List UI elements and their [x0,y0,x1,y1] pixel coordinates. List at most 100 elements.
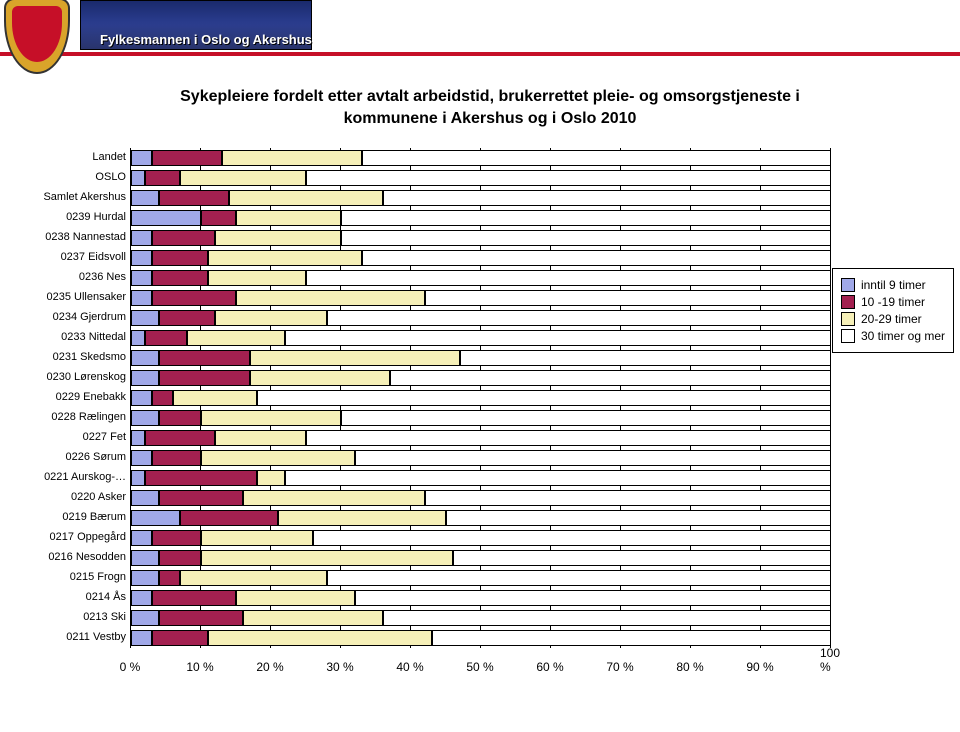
header-divider [0,52,960,56]
category-label: 0230 Lørenskog [47,371,127,383]
category-label: 0227 Fet [83,431,126,443]
chart-area: LandetOSLOSamlet Akershus0239 Hurdal0238… [0,148,840,708]
bar-segment [362,150,831,166]
bar-segment [187,330,285,346]
category-label: Samlet Akershus [43,191,126,203]
bar-segment [425,290,831,306]
bar-segment [131,450,152,466]
bar-segment [131,210,201,226]
bar-row [131,630,831,646]
x-tick-label: 60 % [536,660,563,674]
bar-segment [383,610,831,626]
bar-row [131,510,831,526]
category-label: 0221 Aurskog-… [44,471,126,483]
x-tick-label: 10 % [186,660,213,674]
bar-segment [306,270,831,286]
bar-row [131,490,831,506]
bar-segment [208,630,432,646]
coat-of-arms-icon [4,0,70,74]
bar-segment [152,630,208,646]
bar-row [131,530,831,546]
legend-label: 10 -19 timer [861,295,925,309]
bar-segment [208,250,362,266]
page: Fylkesmannen i Oslo og Akershus Sykeplei… [0,0,960,732]
bar-segment [131,470,145,486]
bar-row [131,410,831,426]
bar-segment [446,510,831,526]
category-label: 0238 Nannestad [45,231,126,243]
category-label: 0214 Ås [86,591,126,603]
bar-row [131,230,831,246]
category-label: 0220 Asker [71,491,126,503]
legend: inntil 9 timer10 -19 timer20-29 timer30 … [832,268,954,353]
x-tick-label: 90 % [746,660,773,674]
bar-segment [327,310,831,326]
bar-segment [131,510,180,526]
bar-row [131,450,831,466]
bar-segment [131,190,159,206]
bar-segment [341,410,831,426]
bar-segment [159,350,250,366]
bar-segment [285,330,831,346]
bar-segment [243,610,383,626]
bar-segment [215,230,341,246]
x-tick-label: 40 % [396,660,423,674]
bar-segment [236,590,355,606]
bar-segment [306,430,831,446]
bar-segment [278,510,446,526]
bar-row [131,170,831,186]
bar-segment [131,410,159,426]
legend-label: 20-29 timer [861,312,922,326]
bar-segment [215,430,306,446]
x-tick-label: 30 % [326,660,353,674]
legend-item: 10 -19 timer [841,295,945,309]
bar-segment [159,310,215,326]
legend-swatch [841,312,855,326]
bar-row [131,250,831,266]
category-label: 0229 Enebakk [56,391,126,403]
category-label: 0235 Ullensaker [47,291,127,303]
bar-segment [152,590,236,606]
bar-segment [131,570,159,586]
legend-item: 30 timer og mer [841,329,945,343]
bar-row [131,350,831,366]
category-label: 0211 Vestby [66,631,126,643]
bar-segment [131,390,152,406]
category-label: Landet [92,151,126,163]
bar-segment [131,550,159,566]
bar-row [131,270,831,286]
x-tick-label: 50 % [466,660,493,674]
plot-area: 0 %10 %20 %30 %40 %50 %60 %70 %80 %90 %1… [130,148,830,674]
bar-segment [180,570,327,586]
bar-segment [159,490,243,506]
bar-segment [152,250,208,266]
bar-segment [285,470,831,486]
category-label: 0217 Oppegård [50,531,126,543]
bar-row [131,150,831,166]
bar-segment [201,410,341,426]
category-label: 0233 Nittedal [61,331,126,343]
bar-row [131,370,831,386]
bar-segment [341,230,831,246]
bar-segment [180,510,278,526]
bar-segment [425,490,831,506]
bar-row [131,430,831,446]
x-tick-label: 100 % [820,646,840,674]
bar-segment [460,350,831,366]
bar-segment [432,630,831,646]
chart-title: Sykepleiere fordelt etter avtalt arbeids… [180,86,800,129]
bar-segment [390,370,831,386]
bar-row [131,310,831,326]
bar-row [131,470,831,486]
x-tick-label: 20 % [256,660,283,674]
bar-segment [229,190,383,206]
bar-row [131,390,831,406]
bar-segment [152,530,201,546]
bar-segment [131,350,159,366]
bar-segment [236,210,341,226]
x-tick-label: 80 % [676,660,703,674]
bar-segment [159,410,201,426]
bar-segment [131,170,145,186]
bar-segment [152,230,215,246]
bar-segment [152,150,222,166]
